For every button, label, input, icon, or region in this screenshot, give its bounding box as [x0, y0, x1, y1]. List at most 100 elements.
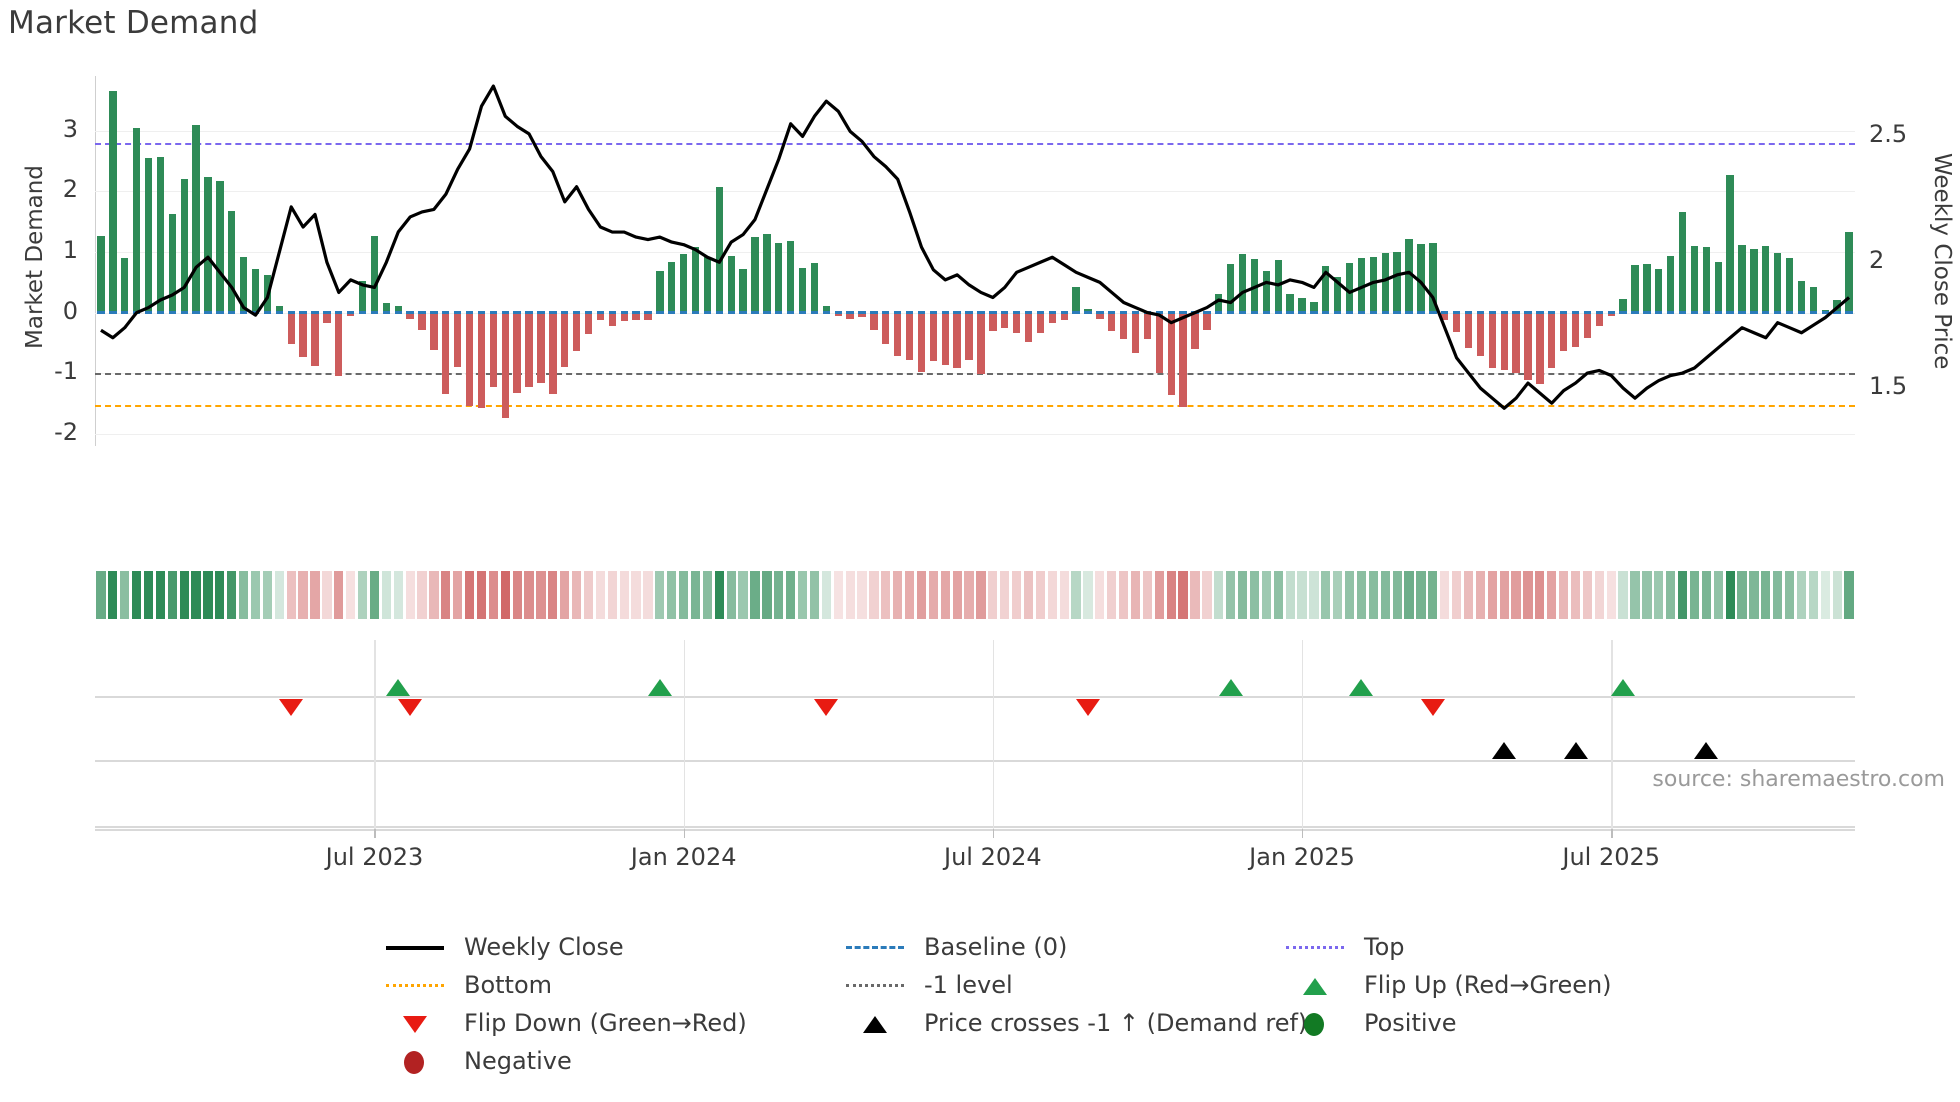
x-axis-tick	[992, 829, 995, 838]
baseline-segment	[1797, 311, 1806, 315]
demand-bar	[905, 312, 914, 361]
heat-strip-cell	[1618, 571, 1628, 619]
heat-strip-cell	[417, 571, 427, 619]
demand-bar	[691, 247, 700, 313]
price-cross-marker[interactable]	[1694, 742, 1719, 759]
demand-bar	[668, 261, 676, 313]
flip-down-marker[interactable]	[279, 699, 304, 716]
demand-bar	[572, 312, 581, 352]
heat-strip-cell	[1523, 571, 1533, 619]
baseline-segment	[751, 311, 759, 315]
baseline-segment	[727, 311, 735, 315]
baseline-segment	[156, 311, 165, 315]
demand-bar	[1262, 271, 1271, 313]
flip-up-marker[interactable]	[1218, 679, 1243, 696]
heat-strip-cell	[524, 571, 534, 619]
heat-strip-cell	[1178, 571, 1188, 619]
demand-bar	[1036, 312, 1045, 334]
heat-strip-cell	[346, 571, 356, 619]
heat-strip-cell	[571, 571, 582, 619]
triangle-down-icon	[380, 1010, 450, 1036]
baseline-segment	[584, 311, 593, 315]
demand-bar	[1536, 312, 1544, 385]
heat-strip-cell	[1749, 571, 1759, 619]
baseline-segment	[370, 311, 379, 315]
legend-item[interactable]: Top	[1280, 928, 1405, 966]
heat-strip-cell	[1095, 571, 1105, 619]
baseline-segment	[1678, 311, 1687, 315]
marker-gridline	[95, 760, 1855, 762]
baseline-segment	[228, 311, 236, 315]
legend-item[interactable]: -1 level	[840, 966, 1013, 1004]
dotted-line-icon	[840, 972, 910, 998]
heat-strip-cell	[1677, 571, 1688, 619]
demand-bars	[95, 76, 1855, 446]
legend-label: Weekly Close	[464, 933, 624, 961]
heat-strip-cell	[381, 571, 391, 619]
legend-label: Baseline (0)	[924, 933, 1068, 961]
legend-item[interactable]: Weekly Close	[380, 928, 624, 966]
baseline-segment	[929, 311, 938, 315]
legend-item[interactable]: Flip Up (Red→Green)	[1280, 966, 1612, 1004]
heat-strip-cell	[369, 571, 380, 619]
demand-bar	[1393, 251, 1401, 313]
flip-up-marker[interactable]	[386, 679, 411, 696]
heat-strip-cell	[797, 571, 808, 619]
demand-bar	[1369, 256, 1378, 313]
heat-strip-cell	[1356, 571, 1367, 619]
price-cross-marker[interactable]	[1492, 742, 1517, 759]
demand-bar	[1286, 294, 1294, 313]
demand-bar	[1464, 312, 1473, 348]
legend-item[interactable]: Flip Down (Green→Red)	[380, 1004, 747, 1042]
legend-item[interactable]: Bottom	[380, 966, 552, 1004]
legend-item[interactable]: Positive	[1280, 1004, 1457, 1042]
demand-bar	[1155, 312, 1163, 374]
baseline-segment	[1226, 311, 1235, 315]
legend-row: Flip Down (Green→Red) Price crosses -1 ↑ …	[380, 1004, 1680, 1042]
flip-up-marker[interactable]	[1349, 679, 1374, 696]
baseline-segment	[287, 311, 295, 315]
flip-down-marker[interactable]	[398, 699, 423, 716]
heat-strip-cell	[1844, 571, 1854, 619]
legend-row: Weekly Close Baseline (0) Top	[380, 928, 1680, 966]
baseline-segment	[1262, 311, 1271, 315]
demand-bar	[1583, 312, 1592, 339]
demand-bar	[1131, 312, 1140, 353]
baseline-segment	[882, 311, 890, 315]
demand-bar	[1690, 245, 1699, 313]
demand-bar	[1405, 238, 1413, 313]
baseline-segment	[465, 311, 474, 315]
baseline-segment	[1345, 311, 1354, 315]
flip-up-marker[interactable]	[647, 679, 672, 696]
demand-bar	[180, 179, 188, 313]
legend-item[interactable]: Negative	[380, 1042, 572, 1080]
flip-down-marker[interactable]	[1420, 699, 1445, 716]
legend-label: Bottom	[464, 971, 553, 999]
demand-bar	[786, 240, 795, 313]
heat-strip-cell	[429, 571, 439, 619]
marker-vertical-tick	[374, 640, 376, 830]
baseline-segment	[1369, 311, 1378, 315]
baseline-segment	[1821, 311, 1829, 315]
marker-gridline	[95, 826, 1855, 828]
flip-down-marker[interactable]	[814, 699, 839, 716]
heat-strip-cell	[1559, 571, 1569, 619]
baseline-segment	[1488, 311, 1496, 315]
legend-item[interactable]: Price crosses -1 ↑ (Demand ref)	[840, 1004, 1307, 1042]
heat-strip-cell	[845, 571, 855, 619]
price-cross-marker[interactable]	[1563, 742, 1588, 759]
flip-down-marker[interactable]	[1075, 699, 1100, 716]
flip-up-marker[interactable]	[1611, 679, 1636, 696]
heat-strip-cell	[1344, 571, 1355, 619]
heat-strip-cell	[1463, 571, 1474, 619]
baseline-segment	[1607, 311, 1615, 315]
baseline-segment	[1845, 311, 1853, 315]
legend-item[interactable]: Baseline (0)	[840, 928, 1067, 966]
dashed-line-icon	[840, 934, 910, 960]
heat-strip-cell	[1214, 571, 1224, 619]
heat-strip-cell	[1428, 571, 1438, 619]
heat-strip-cell	[1059, 571, 1069, 619]
demand-bar	[216, 180, 224, 313]
baseline-segment	[406, 311, 414, 315]
heat-strip-cell	[1594, 571, 1604, 619]
